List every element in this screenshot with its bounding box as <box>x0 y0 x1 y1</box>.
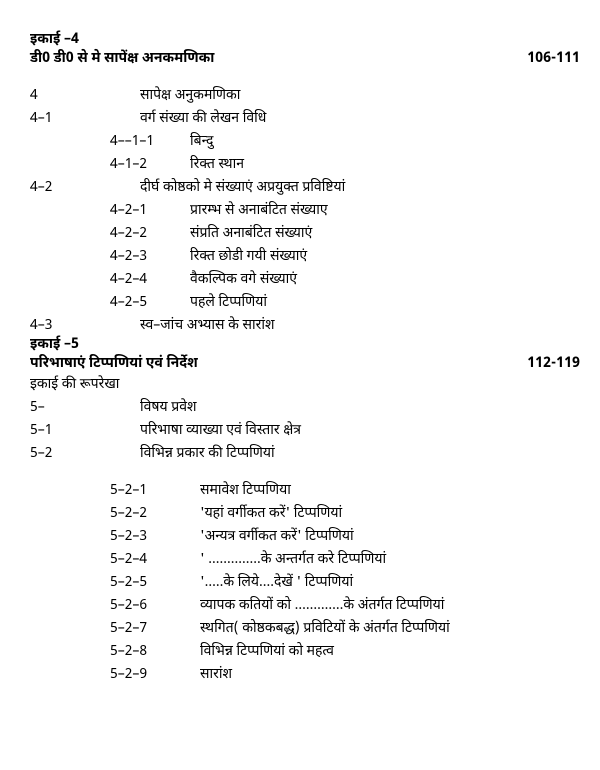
entry-number: 5–2–1 <box>30 481 200 500</box>
entry-number: 4–2–1 <box>30 201 190 220</box>
entry-number: 5–2–9 <box>30 665 200 684</box>
entry-number: 4–2–3 <box>30 247 190 266</box>
toc-entry: 5–2–5'.....के लिये....देखें ' टिप्पणियां <box>30 573 580 592</box>
unit5-pages: 112-119 <box>527 354 580 373</box>
unit5-entries-part2: 5–2–1समावेश टिप्पणिया5–2–2'यहां वर्गीकत … <box>30 481 580 684</box>
entry-number: 4–3 <box>30 316 140 335</box>
toc-entry: 4–2–5पहले टिप्पणियां <box>30 293 580 312</box>
toc-entry: 4–3स्व–जांच अभ्यास के सारांश <box>30 316 580 335</box>
entry-number: 5–2–7 <box>30 619 200 638</box>
toc-entry: 4–2–1प्रारम्भ से अनाबंटित संख्याए <box>30 201 580 220</box>
toc-entry: 5–विषय प्रवेश <box>30 398 580 417</box>
toc-entry: 4–2–3रिक्त छोडी गयी संख्याएं <box>30 247 580 266</box>
entry-number: 4–1–2 <box>30 155 190 174</box>
entry-text: समावेश टिप्पणिया <box>200 481 580 500</box>
toc-entry: 4–2–2संप्रति अनाबंटित संख्याएं <box>30 224 580 243</box>
unit4-title: डी0 डी0 से मे सापेंक्ष अनकमणिका <box>30 49 527 68</box>
entry-number: 5–2–2 <box>30 504 200 523</box>
entry-number: 5–2–4 <box>30 550 200 569</box>
unit5-label: इकाई –5 <box>30 335 580 354</box>
entry-text: रिक्त छोडी गयी संख्याएं <box>190 247 580 266</box>
entry-text: बिन्दु <box>190 132 580 151</box>
entry-text: दीर्घ कोष्ठको मे संख्याएं अप्रयुक्त प्रव… <box>140 178 580 197</box>
toc-entry: 4––1–1बिन्दु <box>30 132 580 151</box>
entry-number: 5– <box>30 398 140 417</box>
entry-text: रिक्त स्थान <box>190 155 580 174</box>
toc-entry: 5–2–9सारांश <box>30 665 580 684</box>
entry-number: 4–1 <box>30 109 140 128</box>
toc-entry: 5–1परिभाषा व्याख्या एवं विस्तार क्षेत्र <box>30 421 580 440</box>
entry-text: परिभाषा व्याख्या एवं विस्तार क्षेत्र <box>140 421 580 440</box>
entry-number: 4–2–4 <box>30 270 190 289</box>
entry-text: वैकल्पिक वगे संख्याएं <box>190 270 580 289</box>
unit5-subtitle: इकाई की रूपरेखा <box>30 375 580 394</box>
entry-text: 'यहां वर्गीकत करें' टिप्पणियां <box>200 504 580 523</box>
entry-number: 4–2–5 <box>30 293 190 312</box>
toc-entry: 5–2–4' ..............के अन्तर्गत करे टिप… <box>30 550 580 569</box>
entry-text: विभिन्न टिप्पणियां को महत्व <box>200 642 580 661</box>
entry-text: वर्ग संख्या की लेखन विधि <box>140 109 580 128</box>
unit5-header: परिभाषाएं टिप्पणियां एवं निर्देश 112-119 <box>30 354 580 373</box>
unit4-pages: 106-111 <box>527 49 580 68</box>
toc-entry: 4–1वर्ग संख्या की लेखन विधि <box>30 109 580 128</box>
unit4-entries: 4सापेक्ष अनुकमणिका4–1वर्ग संख्या की लेखन… <box>30 86 580 335</box>
entry-text: सारांश <box>200 665 580 684</box>
entry-text: प्रारम्भ से अनाबंटित संख्याए <box>190 201 580 220</box>
entry-text: सापेक्ष अनुकमणिका <box>140 86 580 105</box>
entry-number: 5–2–3 <box>30 527 200 546</box>
entry-text: विभिन्न प्रकार की टिप्पणियां <box>140 444 580 463</box>
entry-number: 4––1–1 <box>30 132 190 151</box>
entry-number: 5–2–8 <box>30 642 200 661</box>
entry-number: 5–2–5 <box>30 573 200 592</box>
toc-entry: 5–2–8विभिन्न टिप्पणियां को महत्व <box>30 642 580 661</box>
toc-entry: 5–2–2'यहां वर्गीकत करें' टिप्पणियां <box>30 504 580 523</box>
entry-number: 5–2–6 <box>30 596 200 615</box>
toc-entry: 4सापेक्ष अनुकमणिका <box>30 86 580 105</box>
entry-text: स्थगित( कोष्ठकबद्ध) प्रविटियों के अंतर्ग… <box>200 619 580 638</box>
entry-text: विषय प्रवेश <box>140 398 580 417</box>
entry-text: व्यापक कतियों को .............के अंतर्गत… <box>200 596 580 615</box>
toc-entry: 5–2–3'अन्यत्र वर्गीकत करें' टिप्पणियां <box>30 527 580 546</box>
entry-text: पहले टिप्पणियां <box>190 293 580 312</box>
entry-number: 5–1 <box>30 421 140 440</box>
entry-number: 4–2–2 <box>30 224 190 243</box>
toc-entry: 4–2दीर्घ कोष्ठको मे संख्याएं अप्रयुक्त प… <box>30 178 580 197</box>
unit4-header: डी0 डी0 से मे सापेंक्ष अनकमणिका 106-111 <box>30 49 580 68</box>
toc-entry: 4–1–2रिक्त स्थान <box>30 155 580 174</box>
unit4-label: इकाई –4 <box>30 30 580 49</box>
entry-text: ' ..............के अन्तर्गत करे टिप्पणिय… <box>200 550 580 569</box>
entry-text: संप्रति अनाबंटित संख्याएं <box>190 224 580 243</box>
toc-entry: 5–2–6व्यापक कतियों को .............के अं… <box>30 596 580 615</box>
toc-entry: 5–2विभिन्न प्रकार की टिप्पणियां <box>30 444 580 463</box>
entry-text: 'अन्यत्र वर्गीकत करें' टिप्पणियां <box>200 527 580 546</box>
unit5-entries-part1: 5–विषय प्रवेश5–1परिभाषा व्याख्या एवं विस… <box>30 398 580 463</box>
toc-entry: 5–2–1समावेश टिप्पणिया <box>30 481 580 500</box>
entry-number: 5–2 <box>30 444 140 463</box>
entry-text: स्व–जांच अभ्यास के सारांश <box>140 316 580 335</box>
entry-text: '.....के लिये....देखें ' टिप्पणियां <box>200 573 580 592</box>
entry-number: 4 <box>30 86 140 105</box>
toc-entry: 5–2–7स्थगित( कोष्ठकबद्ध) प्रविटियों के अ… <box>30 619 580 638</box>
entry-number: 4–2 <box>30 178 140 197</box>
toc-entry: 4–2–4वैकल्पिक वगे संख्याएं <box>30 270 580 289</box>
unit5-title: परिभाषाएं टिप्पणियां एवं निर्देश <box>30 354 527 373</box>
